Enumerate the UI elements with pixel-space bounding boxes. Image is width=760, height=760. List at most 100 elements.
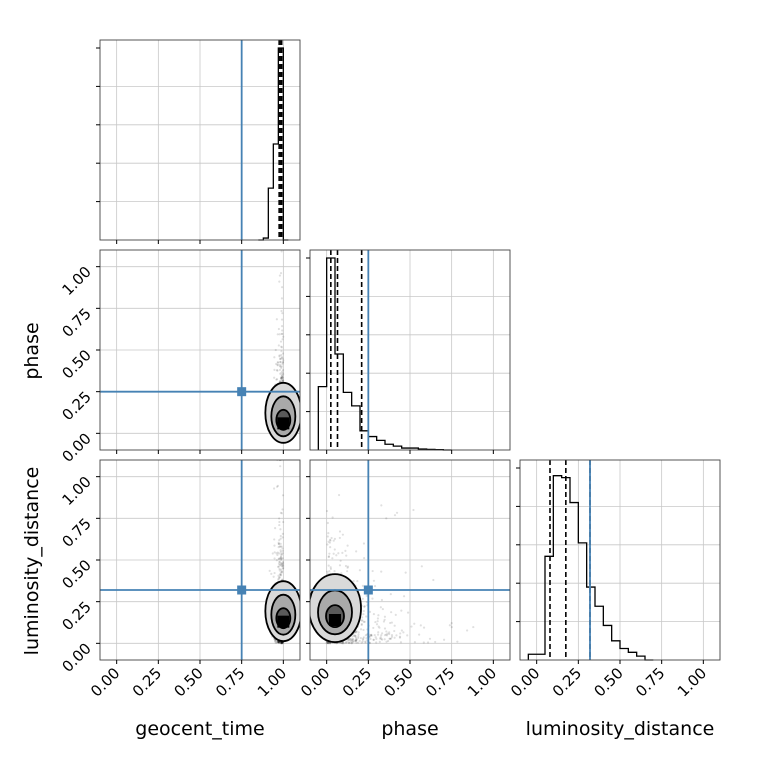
sample-point: [274, 527, 277, 530]
sample-point: [329, 566, 332, 569]
sample-point: [279, 372, 282, 375]
sample-point: [345, 554, 348, 557]
sample-point: [281, 361, 285, 364]
sample-point: [398, 635, 402, 638]
sample-point: [279, 568, 283, 571]
data-layer: [100, 40, 654, 661]
sample-point: [450, 622, 453, 625]
sample-point: [335, 554, 338, 557]
y-tick-label: 0.75: [58, 304, 94, 340]
sample-point: [281, 332, 284, 335]
sample-point: [432, 578, 435, 582]
sample-point: [276, 551, 279, 554]
sample-point: [280, 286, 284, 289]
sample-point: [352, 579, 355, 583]
sample-point: [281, 370, 284, 373]
sample-point: [332, 552, 335, 555]
sample-point: [347, 638, 351, 642]
y-tick-label: 0.50: [58, 556, 94, 592]
sample-point: [378, 626, 381, 629]
sample-point: [355, 630, 358, 633]
sample-point: [372, 613, 376, 616]
sample-point: [280, 345, 283, 348]
sample-point: [275, 641, 278, 644]
sample-point: [281, 378, 284, 381]
sample-point: [276, 361, 279, 364]
sample-point: [357, 641, 360, 644]
sample-point: [372, 626, 375, 630]
sample-point: [352, 634, 356, 637]
sample-point: [280, 318, 284, 321]
sample-point: [280, 332, 283, 336]
sample-point: [279, 534, 282, 538]
sample-point: [361, 616, 364, 619]
sample-point: [282, 560, 285, 564]
y-tick-label: 0.00: [58, 639, 94, 675]
sample-point: [276, 333, 279, 336]
sample-point: [279, 357, 282, 361]
sample-point: [277, 542, 281, 546]
sample-point: [278, 573, 282, 576]
sample-point: [362, 636, 365, 639]
sample-point: [371, 597, 374, 600]
y-tick-label: 0.75: [58, 514, 94, 550]
sample-point: [370, 633, 373, 636]
sample-point: [279, 556, 283, 559]
truth-marker: [363, 585, 373, 595]
sample-point: [280, 641, 283, 644]
x-tick-label: 0.00: [507, 664, 543, 700]
sample-point: [355, 638, 358, 641]
sample-point: [278, 274, 282, 277]
sample-point: [360, 622, 363, 626]
sample-point: [354, 637, 358, 640]
sample-point: [280, 353, 283, 357]
sample-point: [426, 641, 430, 644]
sample-point: [394, 613, 397, 617]
sample-point: [281, 641, 284, 644]
sample-point: [328, 538, 332, 542]
sample-point: [277, 562, 281, 565]
sample-point: [363, 620, 366, 623]
sample-point: [273, 639, 277, 642]
sample-point: [389, 593, 392, 596]
sample-point: [273, 376, 276, 379]
sample-point: [326, 543, 329, 546]
sample-point: [275, 559, 278, 562]
sample-point: [281, 376, 284, 379]
sample-point: [281, 362, 284, 366]
sample-point: [276, 484, 280, 488]
sample-point: [279, 376, 283, 380]
sample-point: [326, 641, 330, 644]
sample-point: [281, 557, 284, 560]
sample-point: [331, 557, 334, 560]
x-axis-label-phase: phase: [381, 718, 438, 740]
sample-point: [281, 329, 284, 332]
sample-point: [280, 371, 283, 374]
sample-point: [363, 605, 366, 608]
sample-point: [279, 380, 282, 383]
sample-point: [393, 636, 396, 639]
sample-point: [354, 638, 358, 642]
sample-point: [326, 521, 329, 525]
sample-point: [279, 545, 282, 548]
sample-point: [422, 641, 425, 644]
y-tick-label: 1.00: [58, 263, 94, 299]
sample-point: [442, 638, 446, 641]
sample-point: [338, 564, 342, 567]
histogram-phase: [317, 257, 452, 451]
sample-point: [280, 553, 284, 556]
sample-point: [347, 638, 350, 641]
sample-point: [281, 374, 284, 378]
sample-point: [273, 368, 276, 371]
sample-point: [277, 545, 280, 549]
x-tick-label: 0.25: [549, 664, 585, 700]
sample-point: [281, 552, 284, 555]
sample-point: [278, 333, 281, 336]
sample-point: [281, 373, 285, 376]
sample-point: [281, 567, 285, 570]
sample-point: [279, 537, 282, 540]
sample-point: [277, 641, 281, 644]
sample-point: [276, 364, 279, 367]
sample-point: [278, 641, 281, 644]
